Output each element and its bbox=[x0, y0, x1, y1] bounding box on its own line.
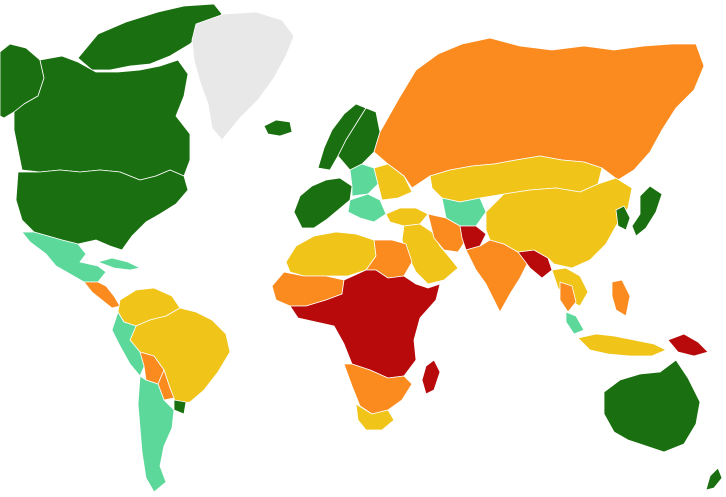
region-malaysia[interactable] bbox=[565, 311, 585, 335]
region-indonesia[interactable] bbox=[577, 333, 667, 357]
region-eastern-europe[interactable] bbox=[349, 163, 379, 197]
region-mexico[interactable] bbox=[21, 231, 107, 283]
region-philippines[interactable] bbox=[611, 279, 631, 317]
region-turkey[interactable] bbox=[385, 207, 429, 227]
region-australia[interactable] bbox=[603, 359, 701, 453]
region-south-africa[interactable] bbox=[355, 403, 395, 431]
region-new-zealand[interactable] bbox=[705, 467, 723, 491]
region-iran[interactable] bbox=[427, 213, 467, 253]
region-cuba[interactable] bbox=[97, 257, 141, 271]
region-thailand[interactable] bbox=[559, 281, 577, 313]
region-western-europe[interactable] bbox=[293, 177, 353, 229]
region-iceland[interactable] bbox=[263, 119, 293, 137]
region-korea[interactable] bbox=[615, 205, 631, 231]
region-argentina-chile[interactable] bbox=[137, 375, 175, 493]
region-greenland[interactable] bbox=[191, 11, 295, 141]
region-uruguay[interactable] bbox=[173, 399, 187, 415]
region-central-east-africa[interactable] bbox=[289, 269, 441, 379]
region-japan[interactable] bbox=[631, 185, 663, 237]
region-papua-new-guinea[interactable] bbox=[667, 333, 709, 357]
region-southern-africa[interactable] bbox=[343, 363, 413, 415]
region-china[interactable] bbox=[485, 177, 633, 269]
region-balkans[interactable] bbox=[347, 193, 387, 223]
region-madagascar[interactable] bbox=[421, 359, 441, 395]
